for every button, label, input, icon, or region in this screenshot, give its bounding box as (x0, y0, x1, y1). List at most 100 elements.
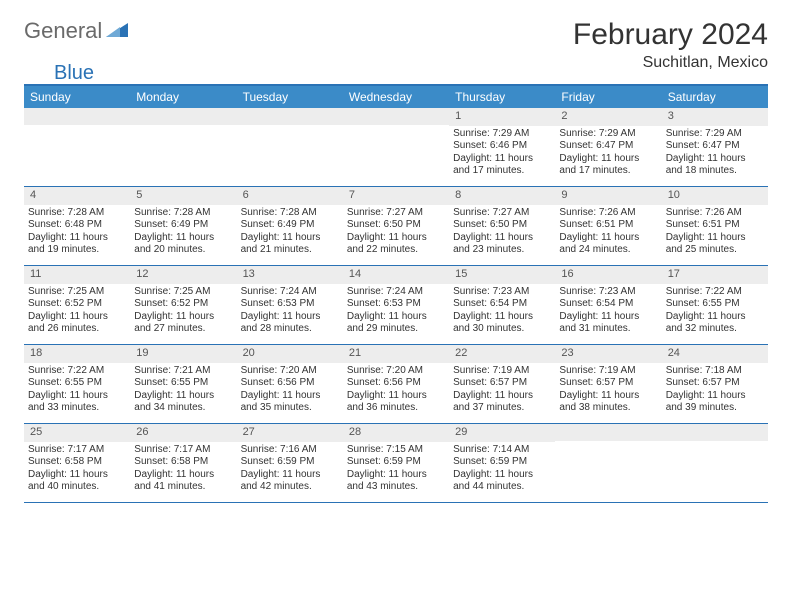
day-number: 21 (343, 345, 449, 363)
day-body: Sunrise: 7:15 AMSunset: 6:59 PMDaylight:… (343, 442, 449, 498)
day-number: 25 (24, 424, 130, 442)
sunrise-text: Sunrise: 7:16 AM (241, 444, 339, 457)
sunset-text: Sunset: 6:57 PM (453, 377, 551, 390)
daylight-text: Daylight: 11 hours and 21 minutes. (241, 232, 339, 257)
daylight-text: Daylight: 11 hours and 36 minutes. (347, 390, 445, 415)
day-cell: 17Sunrise: 7:22 AMSunset: 6:55 PMDayligh… (662, 266, 768, 344)
day-cell: 9Sunrise: 7:26 AMSunset: 6:51 PMDaylight… (555, 187, 661, 265)
day-cell: 16Sunrise: 7:23 AMSunset: 6:54 PMDayligh… (555, 266, 661, 344)
day-number: 9 (555, 187, 661, 205)
day-number: 18 (24, 345, 130, 363)
sunrise-text: Sunrise: 7:28 AM (241, 207, 339, 220)
week-row: 25Sunrise: 7:17 AMSunset: 6:58 PMDayligh… (24, 424, 768, 503)
day-cell: . (130, 108, 236, 186)
day-body: Sunrise: 7:24 AMSunset: 6:53 PMDaylight:… (237, 284, 343, 340)
day-cell: 12Sunrise: 7:25 AMSunset: 6:52 PMDayligh… (130, 266, 236, 344)
weekday-header: Wednesday (343, 86, 449, 108)
brand-logo: General (24, 18, 130, 44)
sunset-text: Sunset: 6:48 PM (28, 219, 126, 232)
sunset-text: Sunset: 6:56 PM (347, 377, 445, 390)
day-number: 29 (449, 424, 555, 442)
day-cell: 8Sunrise: 7:27 AMSunset: 6:50 PMDaylight… (449, 187, 555, 265)
day-number: . (130, 108, 236, 125)
day-body: Sunrise: 7:28 AMSunset: 6:48 PMDaylight:… (24, 205, 130, 261)
day-number: 10 (662, 187, 768, 205)
day-body: Sunrise: 7:18 AMSunset: 6:57 PMDaylight:… (662, 363, 768, 419)
sunrise-text: Sunrise: 7:20 AM (347, 365, 445, 378)
day-cell: . (662, 424, 768, 502)
sunset-text: Sunset: 6:59 PM (241, 456, 339, 469)
day-body: Sunrise: 7:17 AMSunset: 6:58 PMDaylight:… (24, 442, 130, 498)
day-number: 27 (237, 424, 343, 442)
day-body: Sunrise: 7:26 AMSunset: 6:51 PMDaylight:… (662, 205, 768, 261)
day-number: 11 (24, 266, 130, 284)
sunset-text: Sunset: 6:56 PM (241, 377, 339, 390)
day-number: . (24, 108, 130, 125)
day-cell: 10Sunrise: 7:26 AMSunset: 6:51 PMDayligh… (662, 187, 768, 265)
brand-triangle-icon (106, 21, 128, 42)
day-number: . (343, 108, 449, 125)
day-body: Sunrise: 7:29 AMSunset: 6:47 PMDaylight:… (555, 126, 661, 182)
sunrise-text: Sunrise: 7:29 AM (559, 128, 657, 141)
sunset-text: Sunset: 6:53 PM (241, 298, 339, 311)
sunrise-text: Sunrise: 7:18 AM (666, 365, 764, 378)
daylight-text: Daylight: 11 hours and 17 minutes. (453, 153, 551, 178)
day-cell: 2Sunrise: 7:29 AMSunset: 6:47 PMDaylight… (555, 108, 661, 186)
week-row: 11 Sunrise: 7:25 AM Sunset: 6:52 PM Dayligh… (24, 266, 768, 345)
day-number: 6 (237, 187, 343, 205)
day-number: 1 (449, 108, 555, 126)
daylight-text: Daylight: 11 hours and 17 minutes. (559, 153, 657, 178)
day-body: Sunrise: 7:28 AMSunset: 6:49 PMDaylight:… (130, 205, 236, 261)
sunrise-text: Sunrise: 7:25 AM (28, 286, 126, 299)
day-cell: 18Sunrise: 7:22 AMSunset: 6:55 PMDayligh… (24, 345, 130, 423)
header-bar: General February 2024 Suchitlan, Mexico (24, 18, 768, 72)
daylight-text: Daylight: 11 hours and 33 minutes. (28, 390, 126, 415)
daylight-text: Daylight: 11 hours and 39 minutes. (666, 390, 764, 415)
sunset-text: Sunset: 6:57 PM (666, 377, 764, 390)
day-number: 22 (449, 345, 555, 363)
sunrise-text: Sunrise: 7:22 AM (28, 365, 126, 378)
sunset-text: Sunset: 6:47 PM (666, 140, 764, 153)
day-body: Sunrise: 7:16 AMSunset: 6:59 PMDaylight:… (237, 442, 343, 498)
week-row: ....1Sunrise: 7:29 AMSunset: 6:46 PMDayl… (24, 108, 768, 187)
daylight-text: Daylight: 11 hours and 22 minutes. (347, 232, 445, 257)
day-number: . (662, 424, 768, 441)
sunrise-text: Sunrise: 7:19 AM (559, 365, 657, 378)
day-cell: 23Sunrise: 7:19 AMSunset: 6:57 PMDayligh… (555, 345, 661, 423)
weekday-header: Thursday (449, 86, 555, 108)
sunrise-text: Sunrise: 7:14 AM (453, 444, 551, 457)
day-number: 19 (130, 345, 236, 363)
sunrise-text: Sunrise: 7:29 AM (666, 128, 764, 141)
daylight-text: Daylight: 11 hours and 42 minutes. (241, 469, 339, 494)
day-cell: 24Sunrise: 7:18 AMSunset: 6:57 PMDayligh… (662, 345, 768, 423)
sunset-text: Sunset: 6:57 PM (559, 377, 657, 390)
sunset-text: Sunset: 6:59 PM (453, 456, 551, 469)
day-cell: 3Sunrise: 7:29 AMSunset: 6:47 PMDaylight… (662, 108, 768, 186)
day-body: Sunrise: 7:24 AMSunset: 6:53 PMDaylight:… (343, 284, 449, 340)
day-body: Sunrise: 7:22 AMSunset: 6:55 PMDaylight:… (24, 363, 130, 419)
weekday-header: Sunday (24, 86, 130, 108)
day-cell: . (555, 424, 661, 502)
day-cell: 4Sunrise: 7:28 AMSunset: 6:48 PMDaylight… (24, 187, 130, 265)
day-body: Sunrise: 7:29 AMSunset: 6:46 PMDaylight:… (449, 126, 555, 182)
daylight-text: Daylight: 11 hours and 38 minutes. (559, 390, 657, 415)
daylight-text: Daylight: 11 hours and 29 minutes. (347, 311, 445, 336)
daylight-text: Daylight: 11 hours and 37 minutes. (453, 390, 551, 415)
day-body: Sunrise: 7:19 AMSunset: 6:57 PMDaylight:… (555, 363, 661, 419)
day-body: Sunrise: 7:22 AMSunset: 6:55 PMDaylight:… (662, 284, 768, 340)
sunrise-text: Sunrise: 7:23 AM (453, 286, 551, 299)
day-body: Sunrise: 7:27 AMSunset: 6:50 PMDaylight:… (343, 205, 449, 261)
sunrise-text: Sunrise: 7:17 AM (134, 444, 232, 457)
sunset-text: Sunset: 6:59 PM (347, 456, 445, 469)
day-number: 24 (662, 345, 768, 363)
day-number: 28 (343, 424, 449, 442)
sunset-text: Sunset: 6:47 PM (559, 140, 657, 153)
day-cell: 21 Sunrise: 7:20 AMSunset: 6:56 PMDayligh… (343, 345, 449, 423)
week-row: 18Sunrise: 7:22 AMSunset: 6:55 PMDayligh… (24, 345, 768, 424)
sunset-text: Sunset: 6:49 PM (241, 219, 339, 232)
day-number: 3 (662, 108, 768, 126)
sunset-text: Sunset: 6:52 PM (134, 298, 232, 311)
sunset-text: Sunset: 6:55 PM (28, 377, 126, 390)
day-number: 15 (449, 266, 555, 284)
sunrise-text: Sunrise: 7:26 AM (666, 207, 764, 220)
